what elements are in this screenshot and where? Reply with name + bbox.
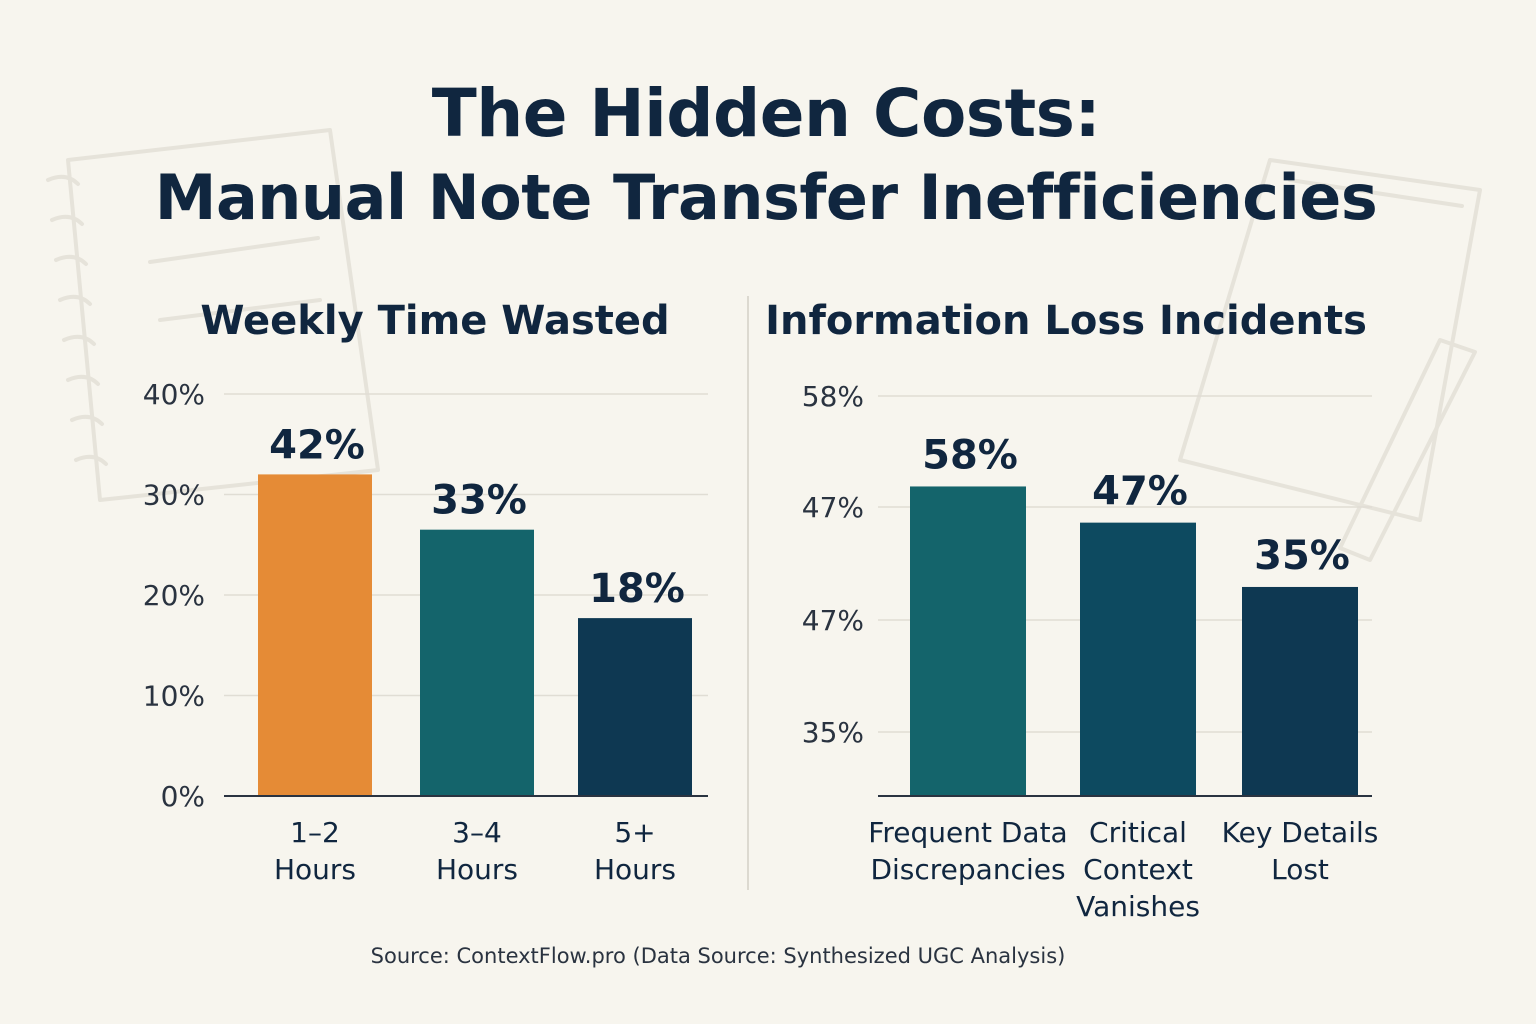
chart1-y-tick-label: 30%: [143, 479, 205, 512]
chart2-x-tick-label: Critical: [1089, 816, 1187, 849]
chart2-bar: [1080, 522, 1196, 796]
chart2-data-label: 35%: [1254, 533, 1350, 579]
chart2-x-tick-label: Lost: [1271, 853, 1329, 886]
chart1-title: Weekly Time Wasted: [200, 298, 669, 344]
chart1-bar: [578, 618, 692, 796]
chart1-data-label: 33%: [431, 478, 527, 524]
chart2-bar: [910, 486, 1026, 796]
chart2-x-tick-label: Context: [1083, 853, 1193, 886]
chart1-y-tick-label: 40%: [143, 378, 205, 411]
chart2-x-tick-label: Key Details: [1222, 816, 1379, 849]
chart1-bar: [420, 529, 534, 796]
page-title-line-2: Manual Note Transfer Inefficiencies: [154, 161, 1378, 234]
chart2-title: Information Loss Incidents: [765, 298, 1367, 344]
chart1-y-tick-label: 0%: [161, 780, 205, 813]
chart1-bar: [258, 474, 372, 796]
chart2-y-tick-label: 58%: [802, 380, 864, 413]
chart1-x-tick-label: 3–4: [452, 816, 502, 849]
chart2-y-tick-label: 47%: [802, 604, 864, 637]
chart2-x-tick-label: Vanishes: [1076, 890, 1200, 923]
chart2-bar: [1242, 586, 1358, 796]
chart2-y-tick-label: 47%: [802, 491, 864, 524]
source-citation: Source: ContextFlow.pro (Data Source: Sy…: [370, 944, 1066, 968]
chart1-x-tick-label: Hours: [436, 853, 518, 886]
chart1-x-tick-label: Hours: [594, 853, 676, 886]
chart1-y-tick-label: 20%: [143, 579, 205, 612]
chart1-x-tick-label: 1–2: [290, 816, 340, 849]
chart2-x-tick-label: Discrepancies: [870, 853, 1065, 886]
chart1-x-tick-label: 5+: [614, 816, 655, 849]
chart2-x-tick-label: Frequent Data: [868, 816, 1067, 849]
chart1-y-tick-label: 10%: [143, 680, 205, 713]
chart2-data-label: 58%: [922, 432, 1018, 478]
chart1-data-label: 42%: [269, 422, 365, 468]
chart2-y-tick-label: 35%: [802, 716, 864, 749]
chart1-data-label: 18%: [589, 566, 685, 612]
page-title-line-1: The Hidden Costs:: [431, 75, 1101, 152]
chart2-data-label: 47%: [1092, 469, 1188, 515]
chart1-x-tick-label: Hours: [274, 853, 356, 886]
